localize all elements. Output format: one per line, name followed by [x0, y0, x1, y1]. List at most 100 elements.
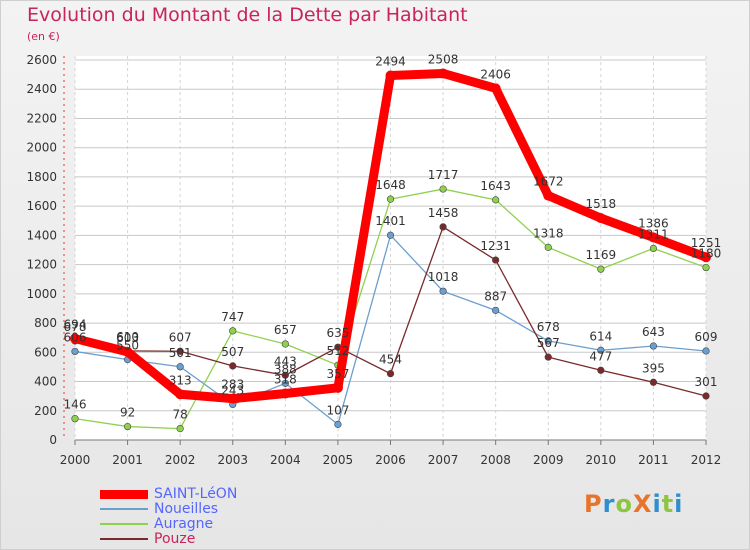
data-point [492, 256, 500, 264]
data-point [123, 422, 132, 431]
legend-label: Noueilles [154, 501, 219, 517]
data-point [492, 306, 500, 314]
data-label: 501 [169, 346, 192, 360]
logo-letter: o [615, 490, 633, 518]
data-label: 887 [484, 289, 507, 303]
data-label: 1251 [691, 236, 722, 250]
data-label: 1648 [375, 178, 406, 192]
data-point [702, 263, 710, 272]
data-point [439, 287, 447, 295]
x-tick-label: 2009 [533, 453, 564, 467]
legend-label: Pouze [154, 531, 196, 547]
data-label: 1717 [428, 168, 459, 182]
proxiti-logo: ProXiti [584, 490, 683, 518]
data-point [386, 370, 395, 378]
data-label: 283 [221, 378, 244, 392]
y-tick-label: 1600 [26, 199, 57, 213]
data-label: 1458 [428, 206, 459, 220]
legend-label: Auragne [154, 516, 214, 532]
data-label: 610 [116, 330, 139, 344]
data-label: 443 [274, 354, 297, 368]
legend-swatch [100, 538, 148, 540]
y-tick-label: 0 [49, 433, 57, 447]
y-tick-label: 2200 [26, 111, 57, 125]
data-label: 609 [695, 330, 718, 344]
data-point [702, 392, 710, 400]
x-tick-label: 2003 [217, 453, 248, 467]
data-label: 2494 [375, 54, 406, 68]
legend-item: Pouze [100, 531, 195, 547]
data-point [176, 347, 184, 355]
y-tick-label: 1000 [26, 287, 57, 301]
y-tick-label: 600 [34, 345, 57, 359]
data-label: 603 [116, 331, 139, 345]
data-point [71, 347, 79, 356]
data-label: 1180 [691, 247, 722, 261]
y-tick-label: 800 [34, 316, 57, 330]
data-point [597, 346, 605, 354]
legend-item: Auragne [100, 516, 213, 532]
data-point [281, 379, 289, 387]
data-point [227, 393, 238, 404]
data-point [439, 223, 447, 231]
data-point [544, 243, 552, 251]
y-tick-label: 400 [34, 375, 57, 389]
data-point [281, 371, 289, 379]
data-label: 512 [326, 344, 349, 358]
data-label: 454 [379, 353, 402, 367]
data-point [649, 378, 658, 386]
data-point [649, 244, 658, 252]
data-label: 1401 [375, 214, 406, 228]
data-point [175, 389, 186, 400]
data-point [386, 195, 395, 203]
data-label: 2406 [480, 67, 511, 81]
data-point [386, 231, 395, 239]
data-point [595, 213, 606, 224]
data-point [385, 70, 396, 81]
y-tick-label: 1800 [26, 170, 57, 184]
data-point [701, 252, 711, 263]
data-label: 614 [589, 329, 612, 343]
data-label: 301 [695, 375, 718, 389]
data-point [71, 415, 79, 423]
x-tick-label: 2007 [428, 453, 459, 467]
data-label: 318 [274, 373, 297, 387]
data-label: 395 [642, 361, 665, 375]
data-point [122, 346, 133, 357]
x-tick-label: 2010 [586, 453, 617, 467]
y-tick-label: 2000 [26, 141, 57, 155]
data-label: 1672 [533, 175, 564, 189]
logo-letter: r [602, 490, 616, 518]
logo-letter: i [674, 490, 684, 518]
data-point [492, 196, 500, 204]
data-point [597, 265, 605, 273]
legend-swatch [100, 489, 148, 499]
data-label: 313 [169, 373, 192, 387]
logo-letter: X [632, 490, 653, 518]
data-point [70, 333, 80, 344]
data-label: 507 [221, 345, 244, 359]
data-label: 1318 [533, 226, 564, 240]
data-point [702, 347, 710, 355]
data-label: 1018 [428, 270, 459, 284]
legend-item: SAINT-LéON [100, 486, 237, 502]
data-label: 747 [221, 310, 244, 324]
data-label: 567 [537, 336, 560, 350]
data-point [332, 382, 343, 393]
chart-subtitle: (en €) [27, 30, 60, 43]
data-label: 357 [326, 367, 349, 381]
legend-swatch [100, 508, 148, 510]
x-tick-label: 2006 [375, 453, 406, 467]
data-point [648, 232, 659, 243]
data-label: 1518 [586, 197, 617, 211]
data-point [229, 362, 237, 370]
data-point [490, 83, 501, 94]
data-label: 1169 [586, 248, 617, 262]
x-tick-label: 2004 [270, 453, 301, 467]
data-label: 606 [64, 330, 87, 344]
legend-swatch [100, 523, 148, 525]
data-label: 635 [326, 326, 349, 340]
data-point [229, 327, 237, 335]
x-tick-label: 2005 [323, 453, 354, 467]
